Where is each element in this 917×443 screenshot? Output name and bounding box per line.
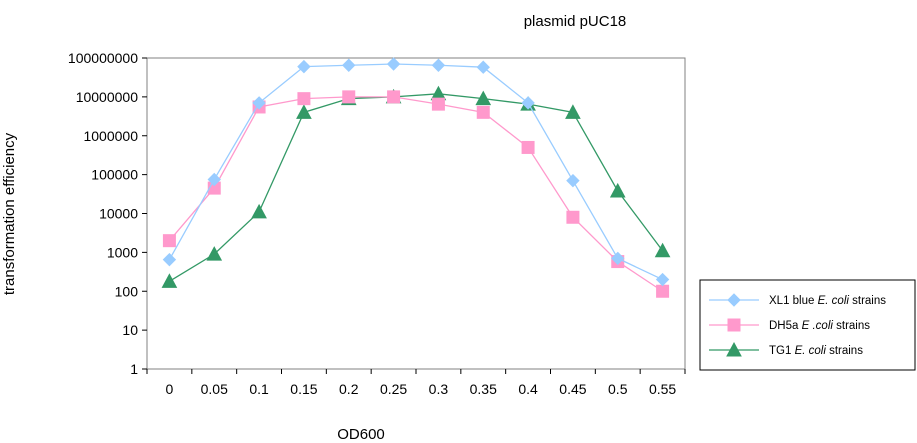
data-point [654,242,671,258]
data-point [342,58,356,72]
x-axis: 0 0.05 0.1 0.15 0.2 0.25 0.3 0.35 0.4 0.45 0.5 0.55 [146,369,686,397]
plot-area [146,57,686,370]
legend-label-part: strains [849,295,886,307]
x-tick-label: 0.1 [249,381,269,397]
data-point [162,234,176,248]
legend-label-part: DH5a [769,320,802,332]
legend-label-part: strains [833,320,870,332]
series-1 [162,57,670,287]
series-layer [161,57,671,298]
data-point [161,273,178,288]
y-tick-label: 1000000 [83,128,138,144]
y-axis: 1 10 100 1000 10000 100000 1000000 10000000 1000… [68,50,147,377]
legend-marker [726,341,742,357]
y-tick-label: 100000000 [68,50,138,66]
data-point [342,90,356,104]
x-tick-label: 0.5 [608,381,628,397]
legend-label-part: E. coli [795,345,827,357]
y-axis-title: transformation efficiency [1,132,18,295]
data-point [565,104,581,119]
data-point [656,284,670,298]
data-point [387,90,401,104]
x-axis-title: OD600 [337,426,385,443]
data-point [252,96,266,110]
x-tick-label: 0.35 [470,381,497,397]
legend-label-part: strains [826,345,863,357]
legend-label-part: TG1 [769,345,795,357]
data-point [206,246,223,261]
x-tick-label: 0.2 [339,381,359,397]
x-tick-label: 0.45 [559,381,586,397]
legend-label: TG1 E. coli strains [769,345,863,357]
chart-title: plasmid pUC18 [524,13,627,30]
data-point [431,58,446,72]
x-tick-label: 0.55 [649,381,676,397]
data-point [386,57,401,71]
data-point [297,92,311,106]
data-point [207,172,221,187]
data-point [476,105,490,119]
legend-entry: DH5a E .coli strains [709,318,870,332]
legend-entry: XL1 blue E. coli strains [709,293,886,307]
y-tick-label: 10000 [99,206,138,222]
data-point [521,96,535,110]
data-point [297,59,311,74]
data-point [162,252,177,267]
data-point [566,210,580,224]
y-tick-label: 1000 [107,244,138,260]
data-point [609,182,626,198]
x-tick-label: 0 [166,381,174,397]
data-point [566,173,580,188]
legend-label: XL1 blue E. coli strains [769,295,886,307]
legend-label-part: E .coli [802,320,834,332]
x-tick-label: 0.15 [290,381,317,397]
y-tick-label: 10 [122,322,138,338]
data-point [475,90,492,106]
series-line [169,93,664,282]
x-tick-label: 0.4 [518,381,538,397]
x-tick-label: 0.3 [429,381,449,397]
legend-marker [727,318,741,332]
data-point [655,272,670,287]
data-point [296,104,312,119]
y-tick-label: 100 [115,283,139,299]
legend-marker [727,293,741,307]
legend-label-part: E. coli [818,295,850,307]
data-point [431,97,445,111]
y-tick-label: 100000 [91,167,138,183]
legend-label: DH5a E .coli strains [769,320,870,332]
y-tick-label: 1 [130,361,138,377]
legend-label-part: XL1 blue [769,295,818,307]
data-point [521,140,535,154]
data-point [476,60,490,74]
data-point [251,203,267,219]
y-tick-label: 10000000 [76,89,139,105]
series-line [168,63,663,281]
x-tick-label: 0.25 [380,381,407,397]
x-tick-label: 0.05 [201,381,228,397]
legend-entry: TG1 E. coli strains [709,341,863,357]
data-point [611,251,625,266]
series-line [168,96,663,292]
